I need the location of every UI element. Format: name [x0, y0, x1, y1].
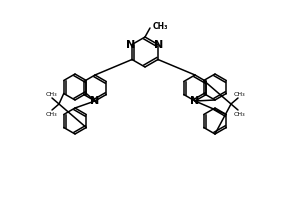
Text: CH₃: CH₃ [233, 112, 245, 116]
Text: N: N [91, 96, 100, 106]
Text: CH₃: CH₃ [153, 22, 168, 30]
Text: CH₃: CH₃ [45, 112, 57, 116]
Text: N: N [154, 39, 164, 50]
Text: CH₃: CH₃ [45, 91, 57, 97]
Text: CH₃: CH₃ [233, 91, 245, 97]
Text: N: N [190, 96, 200, 106]
Text: N: N [126, 39, 136, 50]
